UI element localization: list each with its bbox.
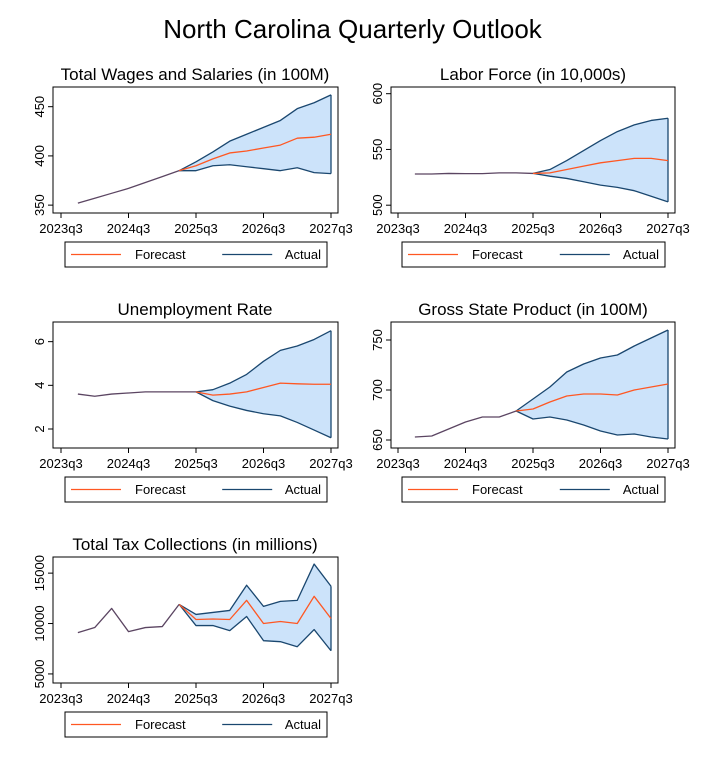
legend: Forecast Actual — [64, 711, 328, 738]
legend: Forecast Actual — [64, 476, 328, 503]
legend-actual-label: Actual — [285, 717, 321, 732]
chart-panel-3: Unemployment Rate 2 4 6 2023q3 2024q3 2025q3 20… — [32, 300, 353, 503]
upper-bound-line — [515, 329, 669, 412]
upper-bound-line — [178, 94, 332, 172]
legend-forecast-label: Forecast — [135, 717, 186, 732]
chart-panel-1: Total Wages and Salaries (in 100M) 350 400… — [32, 65, 353, 268]
lower-bound-line — [515, 410, 669, 440]
forecast-line — [178, 133, 332, 172]
legend-box — [64, 241, 328, 268]
x-tick-label: 2025q3 — [511, 221, 554, 236]
y-tick-label: 4 — [32, 382, 47, 389]
forecast-line — [195, 382, 331, 396]
chart-title: Total Tax Collections (in millions) — [72, 535, 317, 554]
y-tick-label: 6 — [32, 338, 47, 345]
x-tick-label: 2025q3 — [174, 221, 217, 236]
x-tick-label: 2026q3 — [242, 691, 285, 706]
y-tick-label: 450 — [32, 96, 47, 118]
y-tick-label: 500 — [370, 194, 385, 216]
x-tick-label: 2025q3 — [174, 456, 217, 471]
lower-bound-line — [178, 603, 332, 652]
y-tick-label: 5000 — [32, 659, 47, 688]
legend-forecast-label: Forecast — [472, 247, 523, 262]
chart-title: Unemployment Rate — [118, 300, 273, 319]
x-tick-label: 2023q3 — [39, 691, 82, 706]
forecast-band — [196, 330, 331, 438]
y-tick-label: 650 — [370, 429, 385, 451]
x-tick-label: 2026q3 — [579, 456, 622, 471]
forecast-line — [532, 157, 669, 175]
x-tick-label: 2024q3 — [444, 456, 487, 471]
legend: Forecast Actual — [401, 241, 666, 268]
x-tick-label: 2027q3 — [309, 221, 352, 236]
history-line — [77, 391, 196, 397]
forecast-line — [178, 595, 332, 625]
figure-title: North Carolina Quarterly Outlook — [163, 14, 542, 44]
upper-bound-line — [178, 563, 332, 616]
forecast-band — [516, 330, 668, 439]
y-tick-label: 2 — [32, 425, 47, 432]
history-line — [414, 172, 534, 175]
history-line — [77, 170, 180, 204]
forecast-band — [179, 94, 331, 174]
x-tick-label: 2026q3 — [242, 456, 285, 471]
x-tick-label: 2027q3 — [646, 221, 689, 236]
lower-bound-line — [195, 391, 332, 439]
legend-forecast-label: Forecast — [135, 482, 186, 497]
chart-panel-2: Labor Force (in 10,000s) 500 550 600 2023q3 2… — [370, 65, 690, 268]
x-tick-label: 2024q3 — [107, 691, 150, 706]
y-tick-label: 10000 — [32, 605, 47, 641]
y-tick-label: 750 — [370, 329, 385, 351]
x-tick-label: 2023q3 — [376, 221, 419, 236]
x-tick-label: 2025q3 — [174, 691, 217, 706]
y-tick-label: 400 — [32, 145, 47, 167]
x-tick-label: 2027q3 — [309, 691, 352, 706]
chart-panel-5: Total Tax Collections (in millions) 5000 1… — [32, 535, 353, 738]
x-tick-label: 2026q3 — [242, 221, 285, 236]
chart-title: Labor Force (in 10,000s) — [440, 65, 626, 84]
lower-bound-line — [179, 164, 332, 175]
x-tick-label: 2023q3 — [376, 456, 419, 471]
legend: Forecast Actual — [64, 241, 328, 268]
forecast-band — [179, 564, 331, 651]
legend-forecast-label: Forecast — [472, 482, 523, 497]
legend-actual-label: Actual — [623, 482, 659, 497]
x-tick-label: 2027q3 — [309, 456, 352, 471]
upper-bound-line — [532, 117, 669, 175]
y-tick-label: 600 — [370, 83, 385, 105]
x-tick-label: 2023q3 — [39, 456, 82, 471]
y-tick-label: 550 — [370, 139, 385, 161]
chart-panel-4: Gross State Product (in 100M) 650 700 750 20… — [370, 300, 690, 503]
history-line — [77, 603, 180, 634]
y-tick-label: 15000 — [32, 555, 47, 591]
forecast-band — [533, 118, 668, 202]
lower-bound-line — [532, 172, 669, 203]
legend-actual-label: Actual — [285, 482, 321, 497]
x-tick-label: 2027q3 — [646, 456, 689, 471]
x-tick-label: 2024q3 — [444, 221, 487, 236]
legend-actual-label: Actual — [285, 247, 321, 262]
legend-actual-label: Actual — [623, 247, 659, 262]
x-tick-label: 2025q3 — [511, 456, 554, 471]
x-tick-label: 2024q3 — [107, 456, 150, 471]
y-tick-label: 700 — [370, 379, 385, 401]
y-tick-label: 350 — [32, 194, 47, 216]
legend-forecast-label: Forecast — [135, 247, 186, 262]
chart-title: Total Wages and Salaries (in 100M) — [61, 65, 330, 84]
x-tick-label: 2026q3 — [579, 221, 622, 236]
legend: Forecast Actual — [401, 476, 666, 503]
forecast-line — [516, 383, 669, 412]
x-tick-label: 2024q3 — [107, 221, 150, 236]
chart-title: Gross State Product (in 100M) — [418, 300, 648, 319]
history-line — [414, 410, 517, 438]
upper-bound-line — [195, 330, 332, 393]
x-tick-label: 2023q3 — [39, 221, 82, 236]
